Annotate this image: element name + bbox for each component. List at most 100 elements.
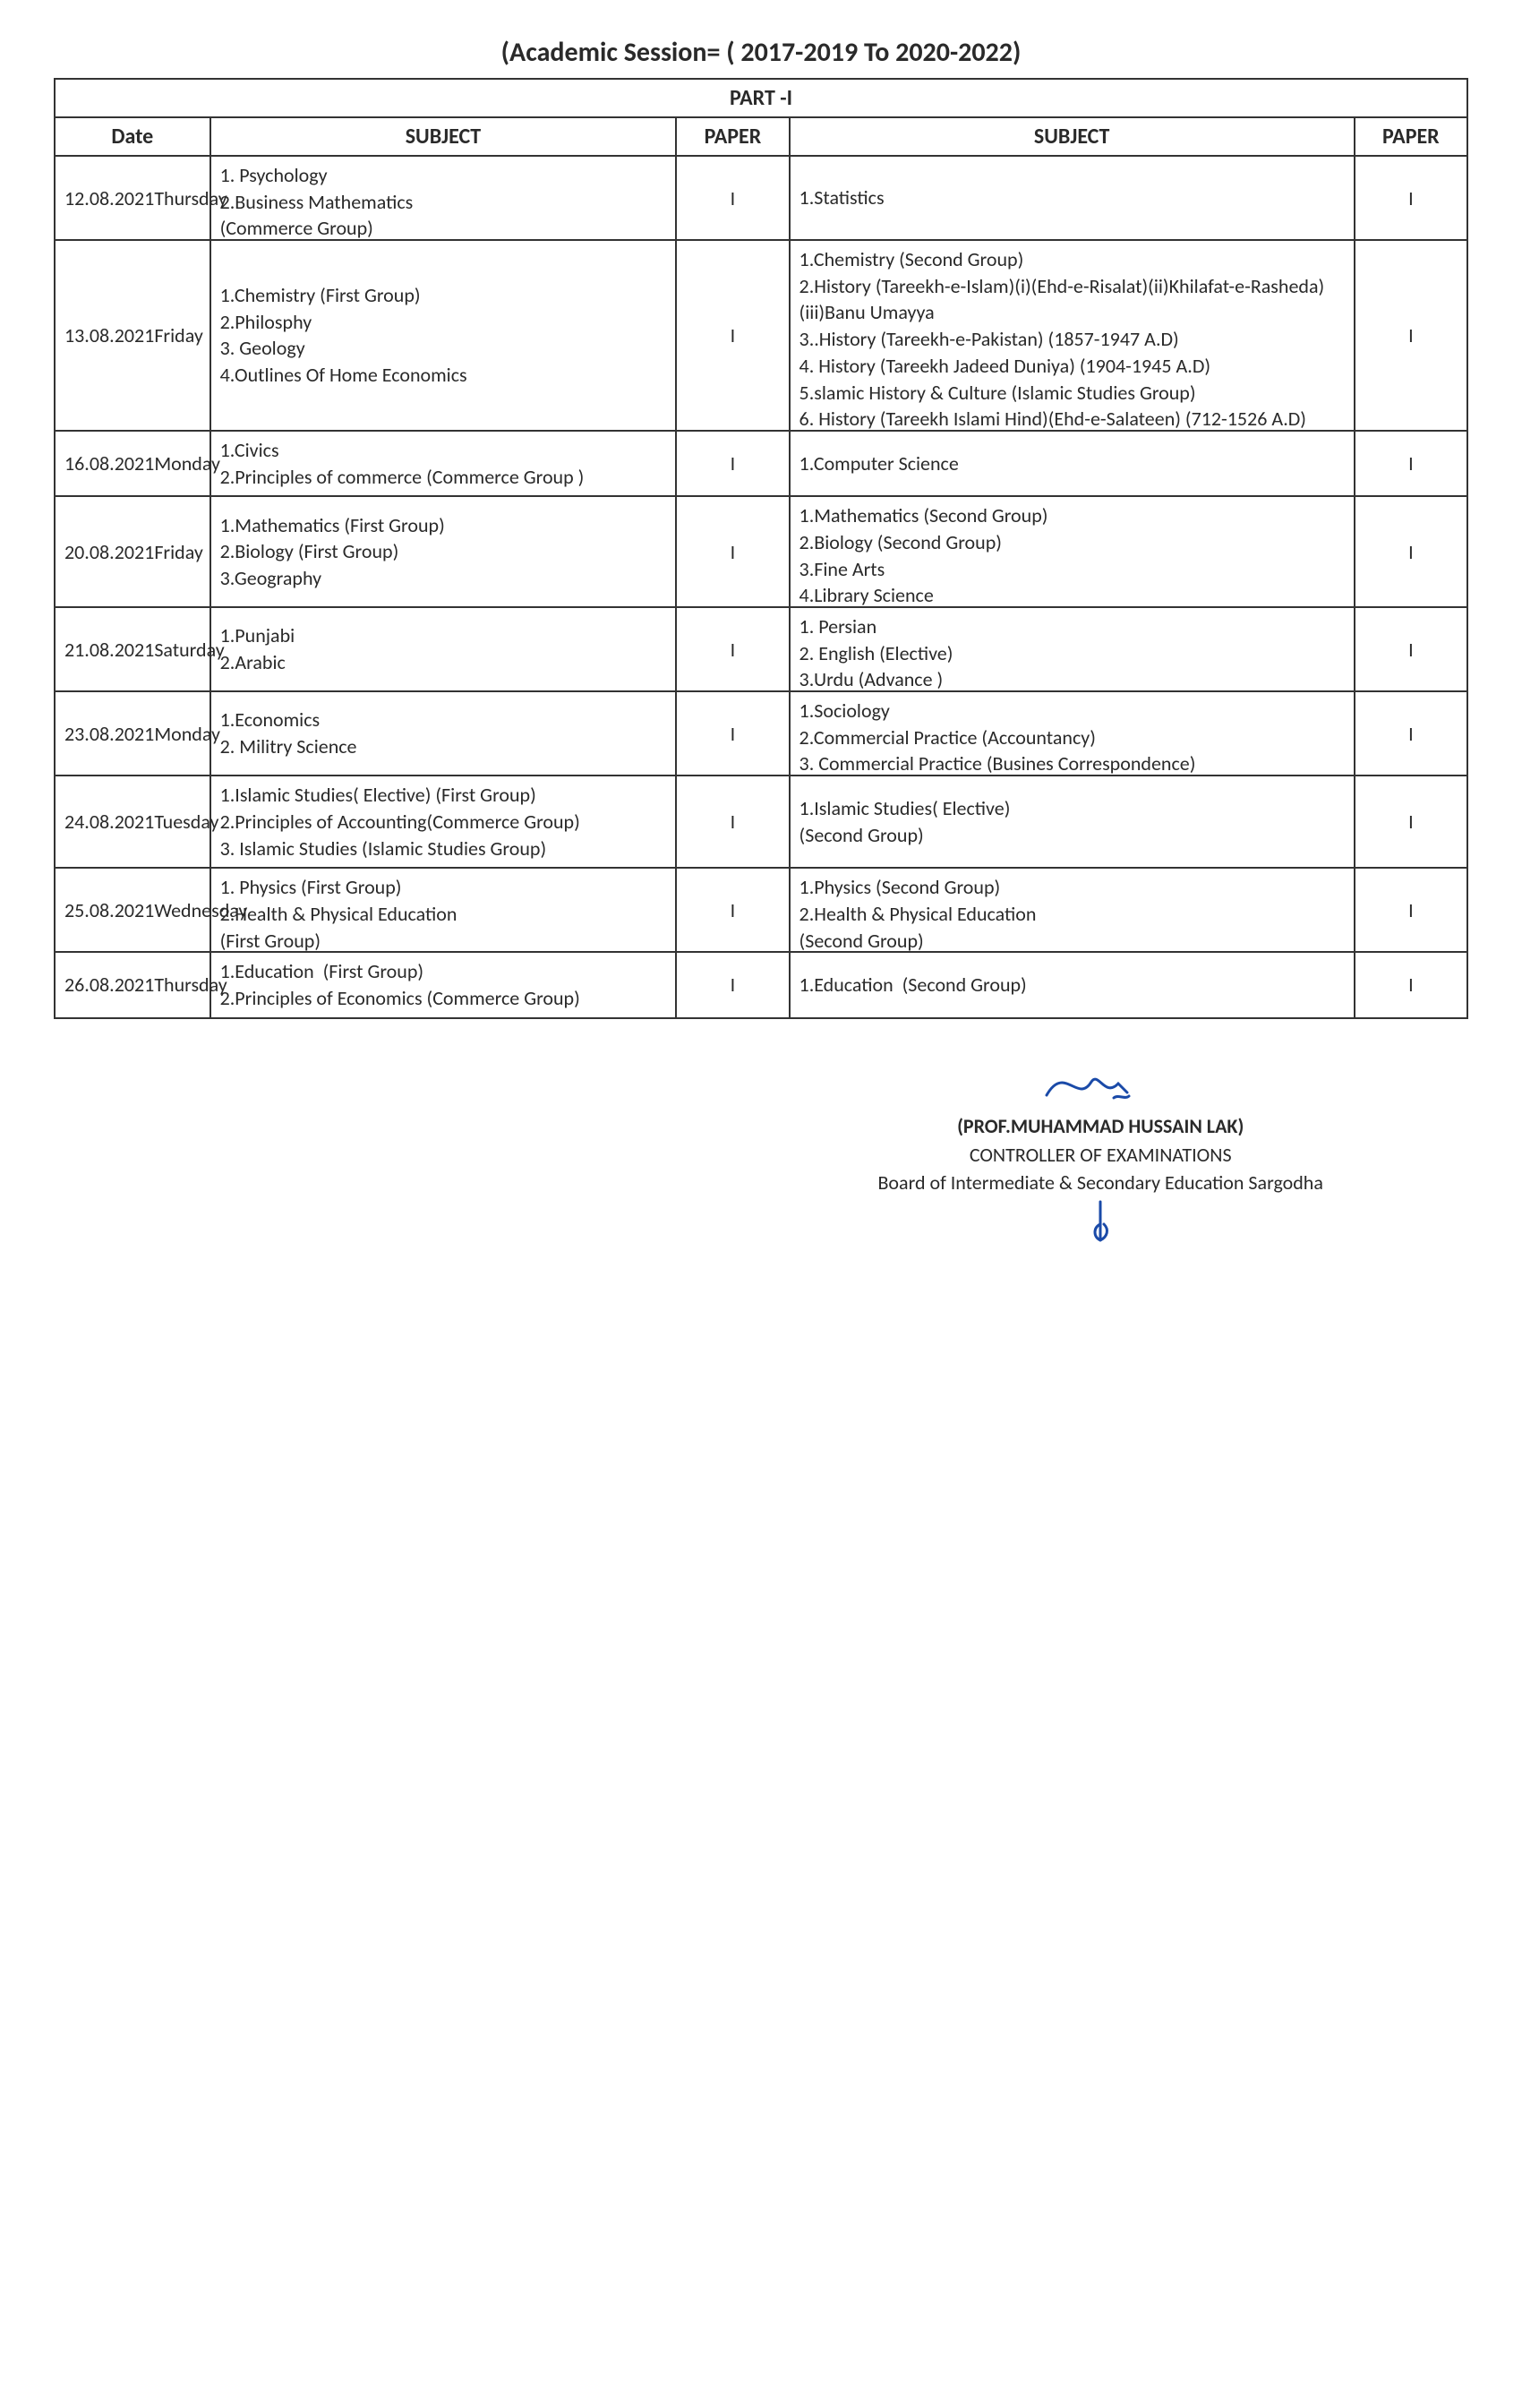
subject-line: 2.Arabic (220, 649, 667, 676)
date-value: 25.08.2021 (64, 898, 154, 922)
subject-a-cell: 1.Economics2. Militry Science (210, 691, 677, 776)
table-row: 24.08.2021Tuesday1.Islamic Studies( Elec… (55, 776, 1467, 868)
paper-b-cell: I (1355, 431, 1467, 496)
subject-line: 2.Health & Physical Education (220, 901, 667, 928)
subject-b-cell: 1.Sociology2.Commercial Practice (Accoun… (790, 691, 1355, 776)
subject-line: 2.History (Tareekh-e-Islam)(i)(Ehd-e-Ris… (799, 273, 1345, 326)
subject-line: 2.Biology (First Group) (220, 538, 667, 565)
subject-a-cell: 1.Civics2.Principles of commerce (Commer… (210, 431, 677, 496)
column-headers: Date SUBJECT PAPER SUBJECT PAPER (55, 117, 1467, 156)
signatory-role: CONTROLLER OF EXAMINATIONS (732, 1141, 1468, 1170)
subject-a-cell: 1.Chemistry (First Group)2.Philosphy3. G… (210, 240, 677, 431)
date-cell: 25.08.2021Wednesday (55, 868, 210, 952)
col-date: Date (55, 117, 210, 156)
subject-line: 2.Business Mathematics (220, 189, 667, 216)
subject-line: 6. History (Tareekh Islami Hind)(Ehd-e-S… (799, 406, 1345, 431)
subject-b-cell: 1.Islamic Studies( Elective)(Second Grou… (790, 776, 1355, 868)
date-value: 24.08.2021 (64, 810, 154, 834)
subject-line: 2.Commercial Practice (Accountancy) (799, 724, 1345, 751)
table-row: 13.08.2021Friday1.Chemistry (First Group… (55, 240, 1467, 431)
subject-line: 3.Geography (220, 565, 667, 592)
day-value: Thursday (154, 186, 227, 210)
subject-line: 1.Civics (220, 437, 667, 464)
subject-line: 2.Principles of commerce (Commerce Group… (220, 464, 667, 491)
date-value: 23.08.2021 (64, 722, 154, 746)
date-value: 26.08.2021 (64, 973, 154, 997)
subject-line: 2.Health & Physical Education (799, 901, 1345, 928)
subject-a-cell: 1.Mathematics (First Group)2.Biology (Fi… (210, 496, 677, 607)
subject-line: 1. Persian (799, 613, 1345, 640)
subject-line: 1.Economics (220, 707, 667, 733)
subject-line: 1.Islamic Studies( Elective) (799, 795, 1345, 822)
paper-a-cell: I (676, 776, 789, 868)
subject-line: (Second Group) (799, 928, 1345, 953)
page-title: (Academic Session= ( 2017-2019 To 2020-2… (54, 36, 1468, 69)
subject-line: 2.Philosphy (220, 309, 667, 336)
paper-a-cell: I (676, 868, 789, 952)
subject-line: (Commerce Group) (220, 215, 667, 240)
date-cell: 12.08.2021Thursday (55, 156, 210, 240)
table-row: 12.08.2021Thursday 1. Psychology2.Busines… (55, 156, 1467, 240)
subject-line: 1.Mathematics (Second Group) (799, 502, 1345, 529)
date-value: 13.08.2021 (64, 323, 154, 347)
subject-line: 1.Mathematics (First Group) (220, 512, 667, 539)
part-header: PART -I (55, 79, 1467, 117)
subject-a-cell: 1.Education (First Group)2.Principles of… (210, 952, 677, 1017)
subject-line: 1.Punjabi (220, 622, 667, 649)
paper-b-cell: I (1355, 776, 1467, 868)
paper-b-cell: I (1355, 496, 1467, 607)
date-cell: 16.08.2021Monday (55, 431, 210, 496)
subject-b-cell: 1.Physics (Second Group)2.Health & Physi… (790, 868, 1355, 952)
subject-b-cell: 1.Statistics (790, 156, 1355, 240)
subject-a-cell: 1.Islamic Studies( Elective) (First Grou… (210, 776, 677, 868)
subject-b-cell: 1.Computer Science (790, 431, 1355, 496)
subject-line: 3. Islamic Studies (Islamic Studies Grou… (220, 836, 667, 862)
table-row: 25.08.2021Wednesday1. Physics (First Gro… (55, 868, 1467, 952)
date-cell: 24.08.2021Tuesday (55, 776, 210, 868)
subject-line: 1.Computer Science (799, 450, 1345, 477)
paper-b-cell: I (1355, 607, 1467, 691)
paper-a-cell: I (676, 431, 789, 496)
subject-b-cell: 1.Mathematics (Second Group)2.Biology (S… (790, 496, 1355, 607)
table-row: 16.08.2021Monday1.Civics2.Principles of … (55, 431, 1467, 496)
initial-mark-icon (1073, 1197, 1127, 1251)
paper-a-cell: I (676, 691, 789, 776)
day-value: Monday (154, 451, 220, 476)
day-value: Monday (154, 722, 220, 746)
paper-b-cell: I (1355, 240, 1467, 431)
datesheet-table: PART -I Date SUBJECT PAPER SUBJECT PAPER… (54, 78, 1468, 1019)
subject-a-cell: 1. Physics (First Group)2.Health & Physi… (210, 868, 677, 952)
table-row: 23.08.2021Monday1.Economics2. Militry Sc… (55, 691, 1467, 776)
subject-line: 1. Physics (First Group) (220, 874, 667, 901)
day-value: Friday (154, 540, 202, 564)
table-row: 20.08.2021Friday 1.Mathematics (First Gro… (55, 496, 1467, 607)
paper-b-cell: I (1355, 952, 1467, 1017)
subject-b-cell: 1. Persian2. English (Elective)3.Urdu (A… (790, 607, 1355, 691)
subject-line: 4.Library Science (799, 582, 1345, 607)
date-cell: 13.08.2021Friday (55, 240, 210, 431)
subject-line: 3. Commercial Practice (Busines Correspo… (799, 750, 1345, 776)
paper-a-cell: I (676, 607, 789, 691)
day-value: Saturday (154, 638, 224, 662)
subject-line: 1. Psychology (220, 162, 667, 189)
subject-line: 1.Sociology (799, 698, 1345, 724)
subject-line: 3.Fine Arts (799, 556, 1345, 583)
subject-b-cell: 1.Chemistry (Second Group)2.History (Tar… (790, 240, 1355, 431)
paper-b-cell: I (1355, 156, 1467, 240)
day-value: Friday (154, 323, 202, 347)
subject-line: 1.Chemistry (Second Group) (799, 246, 1345, 273)
subject-line: 3..History (Tareekh-e-Pakistan) (1857-19… (799, 326, 1345, 353)
subject-line: 1.Physics (Second Group) (799, 874, 1345, 901)
subject-line: 1.Statistics (799, 184, 1345, 211)
subject-b-cell: 1.Education (Second Group) (790, 952, 1355, 1017)
signatory-name: (PROF.MUHAMMAD HUSSAIN LAK) (732, 1112, 1468, 1141)
subject-line: 4. History (Tareekh Jadeed Duniya) (1904… (799, 353, 1345, 380)
table-row: 26.08.2021Thursday1.Education (First Gro… (55, 952, 1467, 1017)
subject-line: 1.Chemistry (First Group) (220, 282, 667, 309)
date-cell: 21.08.2021Saturday (55, 607, 210, 691)
paper-a-cell: I (676, 952, 789, 1017)
paper-b-cell: I (1355, 868, 1467, 952)
date-value: 20.08.2021 (64, 540, 154, 564)
day-value: Thursday (154, 973, 227, 997)
signatory-org: Board of Intermediate & Secondary Educat… (732, 1169, 1468, 1197)
